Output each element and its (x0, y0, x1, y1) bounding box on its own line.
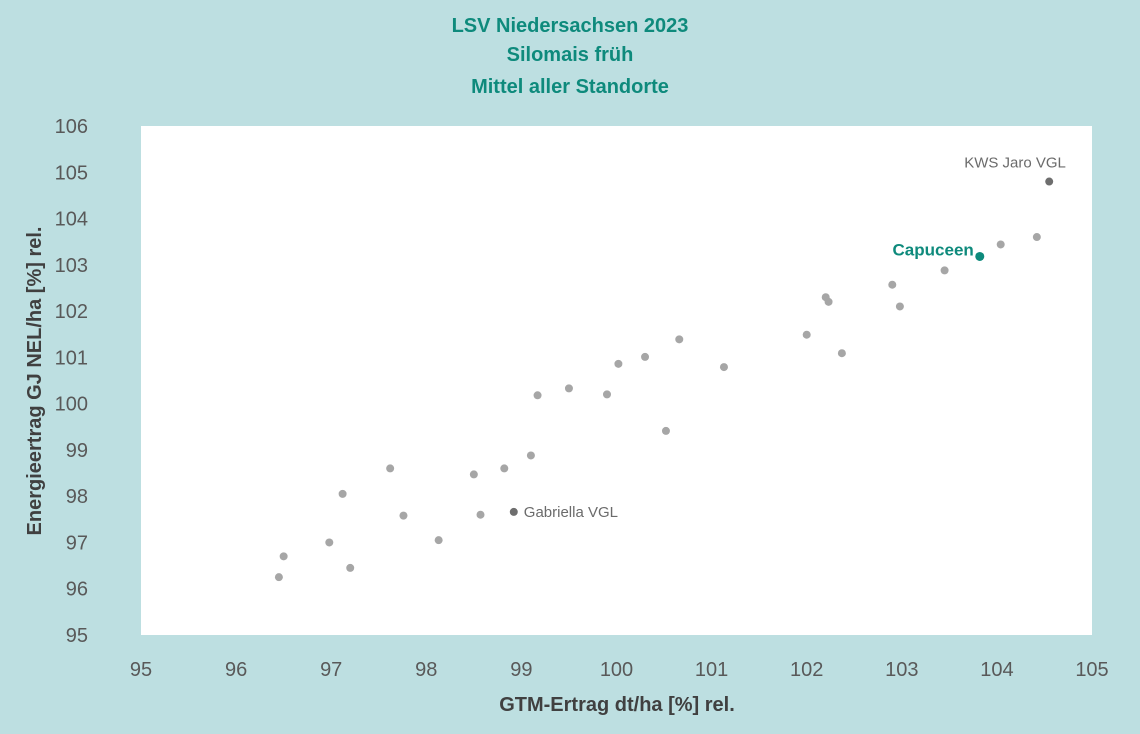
scatter-point (1032, 233, 1041, 242)
scatter-point (719, 363, 728, 372)
x-tick-label: 96 (225, 659, 247, 681)
scatter-point (940, 266, 949, 275)
y-tick-label: 104 (55, 209, 88, 231)
scatter-point (533, 391, 542, 400)
scatter-point (399, 511, 408, 520)
y-tick-label: 105 (55, 162, 88, 184)
reference-point (1045, 177, 1054, 186)
y-tick-label: 103 (55, 255, 88, 277)
scatter-point (895, 302, 904, 311)
scatter-point (888, 280, 897, 289)
reference-points: Gabriella VGL KWS Jaro VGL (509, 155, 1066, 521)
scatter-point (802, 330, 811, 339)
y-tick-label: 99 (66, 440, 88, 462)
scatter-point (824, 297, 833, 306)
scatter-point (641, 352, 650, 361)
x-tick-label: 100 (600, 659, 633, 681)
scatter-point (675, 335, 684, 344)
x-tick-label: 97 (320, 659, 342, 681)
scatter-point (564, 384, 573, 393)
scatter-point (274, 573, 283, 582)
reference-point (509, 507, 518, 516)
y-axis-title: Energieertrag GJ NEL/ha [%] rel. (24, 227, 46, 536)
y-tick-label: 102 (55, 301, 88, 323)
x-axis-tick-labels: 95 96 97 98 99 100 101 102 103 104 105 (130, 659, 1109, 681)
y-tick-label: 106 (55, 116, 88, 138)
scatter-point (996, 240, 1005, 249)
x-tick-label: 101 (695, 659, 728, 681)
title-line-1: LSV Niedersachsen 2023 (452, 15, 689, 37)
chart-title: LSV Niedersachsen 2023 Silomais früh Mit… (452, 15, 689, 98)
scatter-point (346, 563, 355, 572)
reference-point-label: Gabriella VGL (524, 504, 618, 521)
scatter-point (602, 390, 611, 399)
scatter-point (476, 510, 485, 519)
y-tick-label: 98 (66, 486, 88, 508)
y-tick-label: 95 (66, 625, 88, 647)
data-points (274, 233, 1041, 582)
highlight-point-label: Capuceen (893, 240, 974, 259)
reference-point-label: KWS Jaro VGL (964, 155, 1066, 172)
scatter-point (837, 349, 846, 358)
y-tick-label: 101 (55, 347, 88, 369)
scatter-point (614, 359, 623, 368)
plot-area (141, 126, 1092, 635)
scatter-point (469, 470, 478, 479)
x-tick-label: 103 (885, 659, 918, 681)
y-axis-tick-labels: 95 96 97 98 99 100 101 102 103 104 105 106 (55, 116, 88, 647)
scatter-point (500, 464, 509, 473)
x-tick-label: 99 (510, 659, 532, 681)
x-tick-label: 98 (415, 659, 437, 681)
x-tick-label: 95 (130, 659, 152, 681)
x-tick-label: 104 (980, 659, 1013, 681)
scatter-point (338, 489, 347, 498)
x-tick-label: 105 (1075, 659, 1108, 681)
scatter-point (325, 538, 334, 547)
scatter-point (279, 552, 288, 561)
highlight-point-group: Capuceen (893, 240, 985, 261)
highlight-point (975, 251, 985, 261)
y-tick-label: 97 (66, 532, 88, 554)
scatter-point (434, 536, 443, 545)
x-tick-label: 102 (790, 659, 823, 681)
scatter-point (526, 451, 535, 460)
title-line-3: Mittel aller Standorte (471, 76, 669, 98)
scatter-point (386, 464, 395, 473)
y-tick-label: 100 (55, 394, 88, 416)
y-tick-label: 96 (66, 579, 88, 601)
x-axis-title: GTM-Ertrag dt/ha [%] rel. (499, 694, 735, 716)
title-line-2: Silomais früh (507, 44, 634, 66)
scatter-point (661, 426, 670, 435)
